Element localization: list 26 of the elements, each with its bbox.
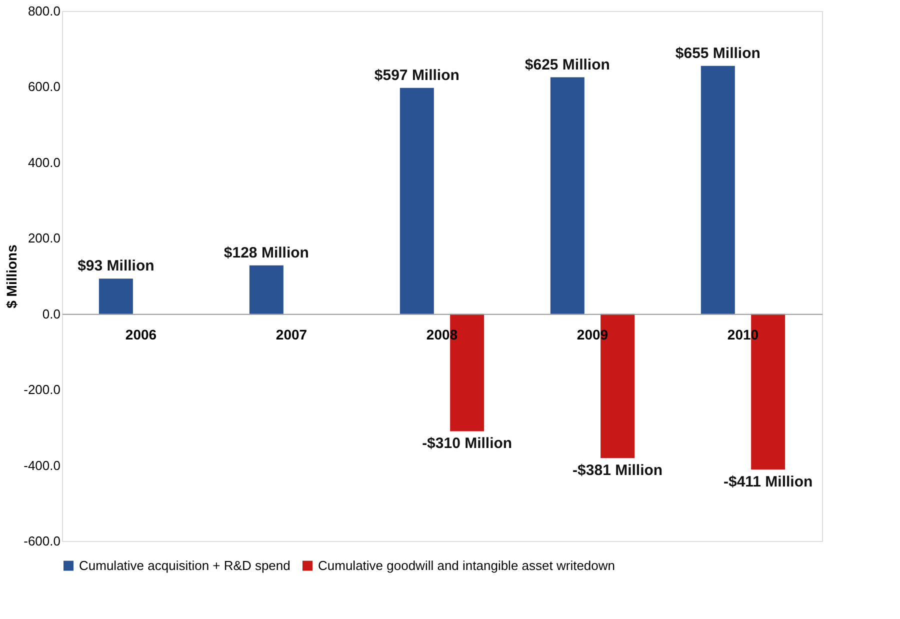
bar bbox=[249, 265, 284, 314]
y-tick-label: 600.0 bbox=[28, 79, 60, 94]
legend-label: Cumulative goodwill and intangible asset writedown bbox=[318, 558, 616, 573]
data-label: -$381 Million bbox=[572, 462, 663, 480]
bar bbox=[550, 77, 584, 314]
bar bbox=[98, 278, 133, 314]
data-label: -$310 Million bbox=[422, 435, 512, 452]
data-label: $128 Million bbox=[224, 244, 309, 262]
y-tick-label: 200.0 bbox=[28, 230, 60, 246]
data-label: $625 Million bbox=[524, 56, 610, 74]
data-label: $93 Million bbox=[78, 258, 154, 275]
legend-label: Cumulative acquisition + R&D spend bbox=[79, 558, 290, 573]
bar bbox=[400, 88, 434, 314]
y-tick-label: 400.0 bbox=[28, 154, 60, 170]
y-tick-label: 0.0 bbox=[42, 306, 60, 322]
y-tick-label: -600.0 bbox=[24, 534, 60, 548]
x-tick-label: 2006 bbox=[125, 326, 157, 342]
x-tick-label: 2007 bbox=[276, 326, 308, 342]
y-tick-label: -400.0 bbox=[24, 458, 60, 473]
data-label: $655 Million bbox=[675, 44, 760, 62]
y-axis-title: $ Millions bbox=[4, 244, 20, 308]
y-tick-label: 800.0 bbox=[28, 4, 60, 18]
y-tick-label: -200.0 bbox=[24, 382, 60, 398]
bar bbox=[700, 66, 735, 314]
data-label: $597 Million bbox=[374, 66, 460, 84]
data-label: -$411 Million bbox=[723, 473, 813, 490]
